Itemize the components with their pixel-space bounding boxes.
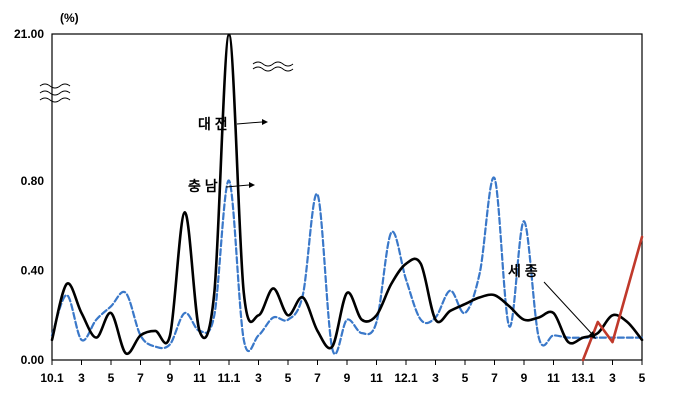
y-tick-label: 0.40 [21,264,45,278]
x-tick-label: 5 [285,371,292,385]
y-axis: 21.00 0.80 0.40 0.00 [14,27,44,367]
x-tick-label: 10.1 [40,371,64,385]
series-line-chungnam [50,176,644,355]
x-tick-label: 11 [547,371,560,385]
annotation-daejeon-arrowhead [262,119,268,125]
y-tick-label: 0.00 [21,353,45,367]
x-tick-label: 9 [521,371,528,385]
x-axis: 10.1 3 5 7 9 11 11.1 3 5 7 9 11 12.1 3 5 7 9 11 13.1 3 5 [40,360,646,385]
x-tick-label: 5 [462,371,469,385]
x-tick-label: 11.1 [218,371,241,385]
x-tick-label: 3 [255,371,262,385]
annotation-daejeon-arrow [236,121,263,125]
axis-break-marker [39,83,71,103]
annotation-sejong-arrowhead [588,331,596,339]
x-tick-label: 3 [432,371,439,385]
annotation-sejong-arrow [543,281,593,335]
series-line-sejong [581,235,644,362]
annotation-sejong: 세 종 [508,263,538,279]
y-unit-label: (%) [60,11,79,25]
x-tick-label: 3 [609,371,616,385]
x-tick-label: 3 [78,371,85,385]
annotation-daejeon: 대 전 [198,116,228,132]
x-tick-label: 12.1 [394,371,418,385]
plot-area [51,33,643,361]
x-tick-label: 7 [491,371,498,385]
x-tick-label: 5 [639,371,646,385]
y-tick-label: 21.00 [14,27,44,41]
x-tick-label: 5 [108,371,115,385]
annotations: 대 전 충 남 세 종 [188,116,596,339]
x-tick-label: 11 [370,371,383,385]
x-tick-label: 9 [344,371,351,385]
annotation-chungnam-arrow [225,184,250,188]
peak-break-marker [252,61,294,72]
annotation-chungnam-arrowhead [249,182,255,188]
x-tick-label: 7 [314,371,321,385]
x-tick-label: 13.1 [571,371,595,385]
x-tick-label: 7 [137,371,144,385]
x-tick-label: 11 [193,371,206,385]
annotation-chungnam: 충 남 [188,178,218,194]
series-layer [50,33,644,362]
x-tick-label: 9 [167,371,174,385]
y-tick-label: 0.80 [21,174,45,188]
series-line-daejeon [50,33,644,356]
